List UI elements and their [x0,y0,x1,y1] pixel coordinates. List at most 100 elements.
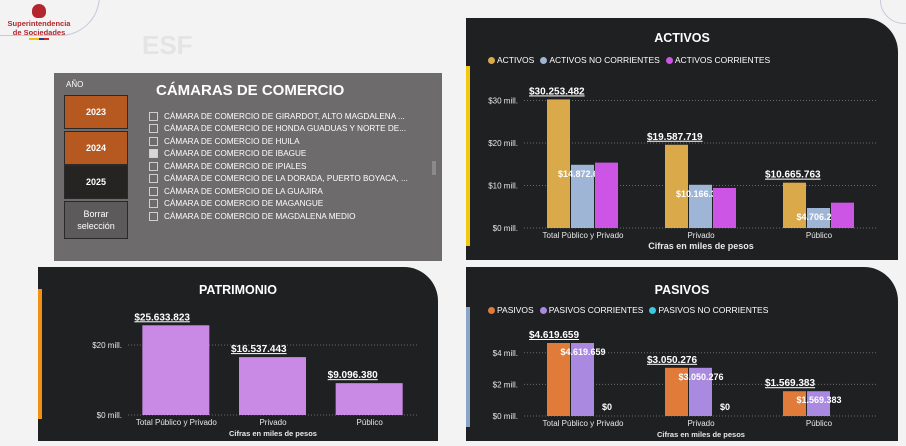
x-tick-label: Privado [687,231,715,240]
bar-patrimonio[interactable] [335,383,403,415]
year-button-2023[interactable]: 2023 [64,95,128,129]
checkbox[interactable] [149,161,158,171]
chamber-option[interactable]: CÁMARA DE COMERCIO DE IPIALES [149,160,439,173]
year-button-2025[interactable]: 2025 [64,165,128,199]
legend-label: ACTIVOS [497,55,535,65]
legend-item-pasivos-corrientes[interactable]: PASIVOS CORRIENTES [539,305,644,315]
bar-pasivos-corrientes[interactable] [689,367,712,416]
chamber-option[interactable]: CÁMARA DE COMERCIO DE HUILA [149,135,439,148]
data-label: $14.872.608 [558,169,608,179]
chamber-option-label: CÁMARA DE COMERCIO DE HONDA GUADUAS Y NO… [164,124,407,134]
chamber-option-label: CÁMARA DE COMERCIO DE HUILA [164,136,300,146]
chamber-list-scrollbar[interactable] [432,161,436,175]
supersociedades-logo: Superintendencia de Sociedades [4,4,74,40]
bar-activos-corrientes[interactable] [595,162,618,228]
activos-chart[interactable]: $30 mill. $20 mill. $10 mill. $0 mill. $30.2… [466,18,898,260]
clear-selection-button[interactable]: Borrar selección [64,201,128,239]
data-label: $10.166.370 [676,189,726,199]
bar-pasivos[interactable] [547,343,570,416]
data-label: $9.096.380 [328,370,378,381]
chamber-option[interactable]: CÁMARA DE COMERCIO DE LA GUAJIRA [149,185,439,198]
x-tick-label: Total Público y Privado [543,419,624,428]
chamber-option[interactable]: CÁMARA DE COMERCIO DE MAGDALENA MEDIO [149,210,439,223]
chamber-option[interactable]: CÁMARA DE COMERCIO DE GIRARDOT, ALTO MAG… [149,110,439,123]
bar-activos-corrientes[interactable] [831,202,854,228]
bar-activos-no-corrientes[interactable] [689,184,712,228]
year-button-2024[interactable]: 2024 [64,131,128,165]
year-slicer-label: AÑO [66,80,84,89]
bar-pasivos[interactable] [783,391,806,416]
legend-item-activos-corrientes[interactable]: ACTIVOS CORRIENTES [665,55,770,65]
legend-item-pasivos-no-corrientes[interactable]: PASIVOS NO CORRIENTES [649,305,768,315]
checkbox[interactable] [149,211,158,221]
bar-activos[interactable] [783,182,806,228]
activos-accent-bar [466,66,470,246]
y-tick-label: $2 mill. [493,380,518,389]
x-tick-label: Total Público y Privado [543,231,624,240]
legend-dot [649,306,657,314]
chamber-option[interactable]: CÁMARA DE COMERCIO DE MAGANGUE [149,198,439,211]
bar-activos[interactable] [665,144,688,228]
legend-label: PASIVOS CORRIENTES [548,305,644,315]
checkbox[interactable] [149,124,158,134]
data-label: $30.253.482 [529,86,585,97]
legend-dot [488,306,495,314]
x-tick-label: Privado [687,419,715,428]
bar-activos[interactable] [547,99,570,228]
chamber-option[interactable]: CÁMARA DE COMERCIO DE HONDA GUADUAS Y NO… [149,123,439,136]
chamber-option-label: CÁMARA DE COMERCIO DE GIRARDOT, ALTO MAG… [164,111,405,121]
bar-activos-no-corrientes[interactable] [807,207,830,228]
legend-item-activos[interactable]: ACTIVOS [488,55,534,65]
chamber-option-label: CÁMARA DE COMERCIO DE MAGANGUE [164,199,324,209]
activos-title: ACTIVOS [654,31,710,45]
chamber-option-label: CÁMARA DE COMERCIO DE LA GUAJIRA [164,186,323,196]
bar-pasivos-corrientes[interactable] [807,391,830,416]
bar-activos-no-corrientes[interactable] [571,164,594,228]
checkbox[interactable] [149,136,158,146]
chamber-option[interactable]: CÁMARA DE COMERCIO DE LA DORADA, PUERTO … [149,173,439,186]
chamber-option[interactable]: CÁMARA DE COMERCIO DE IBAGUE [149,148,439,161]
chamber-option-label: CÁMARA DE COMERCIO DE MAGDALENA MEDIO [164,211,356,221]
data-label: $3.050.276 [647,355,697,366]
patrimonio-accent-bar [38,289,42,419]
data-label: $3.050.276 [678,372,723,382]
legend-item-pasivos[interactable]: PASIVOS [488,305,534,315]
y-tick-label: $0 mill. [493,224,518,233]
bar-pasivos[interactable] [665,367,688,416]
y-tick-label: $20 mill. [92,341,122,350]
checkbox[interactable] [149,186,158,196]
x-tick-label: Público [357,418,384,427]
data-label: $1.569.383 [765,378,815,389]
logo-line-2: de Sociedades [12,28,66,37]
page-title: ESF [142,30,193,60]
bar-activos-corrientes[interactable] [713,187,736,228]
x-axis-title: Cifras en miles de pesos [229,429,317,438]
pasivos-chart[interactable]: $4 mill. $2 mill. $0 mill. $4.619.659 $4.619… [466,267,898,441]
x-axis-title: Cifras en miles de pesos [648,241,754,251]
checkbox[interactable] [149,111,158,121]
legend-dot [540,56,548,64]
chamber-option-label: CÁMARA DE COMERCIO DE IBAGUE [164,149,307,159]
checkbox[interactable] [149,174,158,184]
checkbox[interactable] [149,149,158,159]
data-label: $1.569.383 [796,395,841,405]
data-label: $19.587.719 [647,132,703,143]
bar-pasivos-corrientes[interactable] [571,343,594,416]
legend-item-activos-no-corrientes[interactable]: ACTIVOS NO CORRIENTES [540,55,660,65]
x-tick-label: Total Público y Privado [136,418,217,427]
data-label: $10.665.763 [765,170,821,181]
checkbox[interactable] [149,199,158,209]
data-label: $4.706.238 [796,212,841,222]
y-tick-label: $10 mill. [488,182,518,191]
bar-patrimonio[interactable] [239,357,306,415]
bar-patrimonio[interactable] [142,325,210,415]
pasivos-title: PASIVOS [654,283,710,297]
x-tick-label: Privado [259,418,287,427]
activos-legend: ACTIVOS ACTIVOS NO CORRIENTES ACTIVOS CO… [488,55,770,65]
data-label: $0 [602,402,612,412]
pasivos-card: PASIVOS PASIVOS PASIVOS CORRIENTES PASIV… [466,267,898,441]
x-axis-title: Cifras en miles de pesos [657,430,745,439]
filter-panel: AÑO 2023 2024 2025 Borrar selección CÁMA… [54,73,442,261]
patrimonio-chart[interactable]: $20 mill. $0 mill. $25.633.823 Total Públic… [38,267,438,441]
chamber-option-label: CÁMARA DE COMERCIO DE LA DORADA, PUERTO … [164,174,408,184]
